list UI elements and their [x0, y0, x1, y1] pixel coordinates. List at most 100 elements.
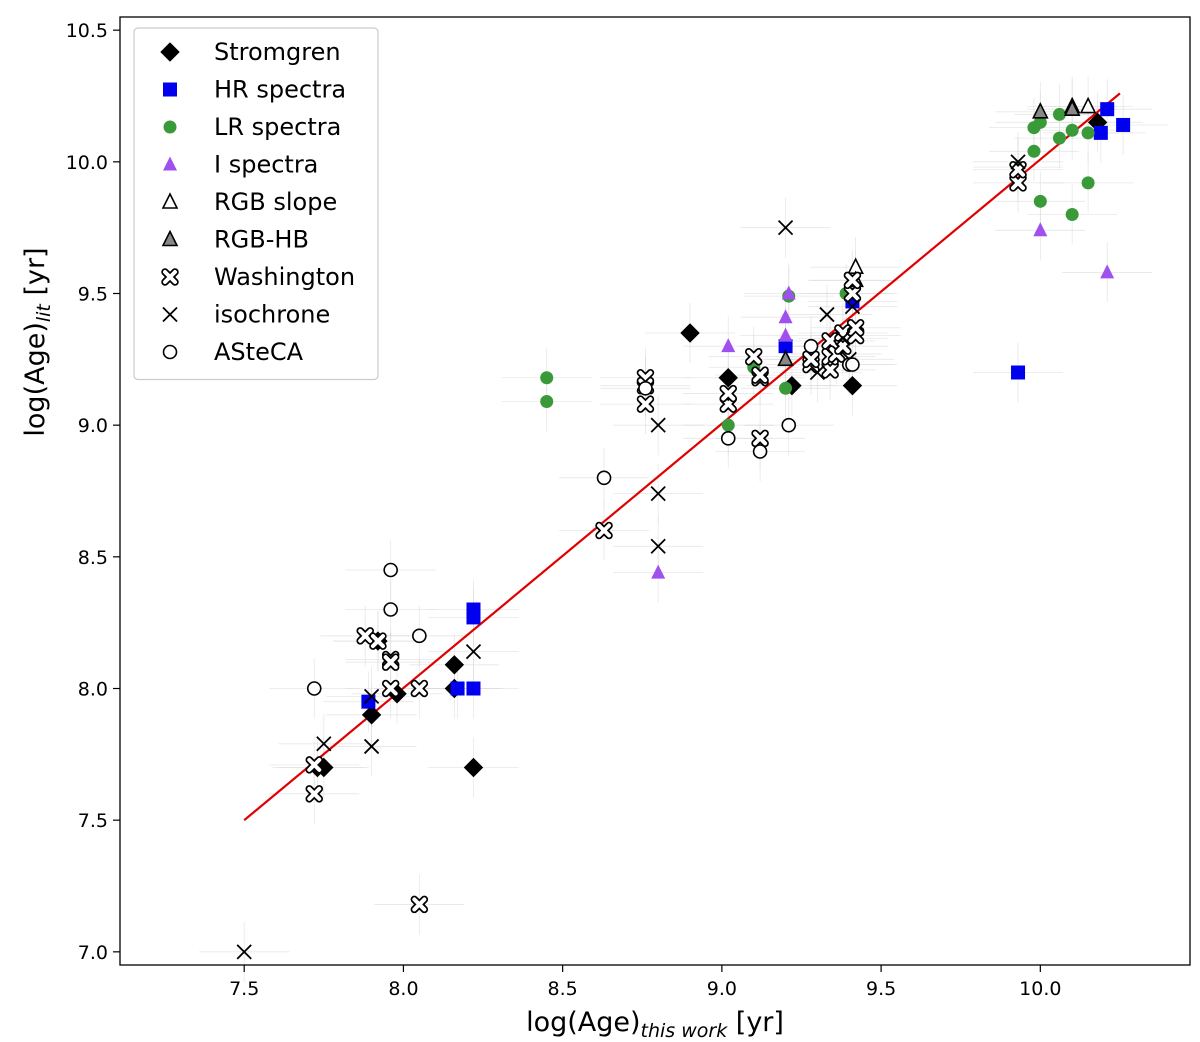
- x-tick-label: 8.5: [548, 978, 578, 1000]
- point-lr-spectra: [540, 394, 554, 408]
- point-lr-spectra: [1065, 123, 1079, 137]
- x-tick-label: 9.0: [707, 978, 737, 1000]
- point-washington: [369, 632, 387, 650]
- point-washington: [410, 679, 429, 698]
- point-asteca: [638, 380, 653, 396]
- point-washington: [834, 324, 852, 342]
- x-tick-label: 7.5: [229, 978, 259, 1000]
- y-axis-label-subscript: lit: [33, 303, 55, 323]
- legend-marker-rgb-slope: [161, 192, 179, 209]
- point-stromgren: [842, 375, 863, 396]
- legend-marker-washington: [161, 268, 179, 286]
- point-hr-spectra: [466, 602, 481, 617]
- point-lr-spectra: [1081, 126, 1095, 140]
- point-washington: [744, 347, 763, 366]
- point-asteca: [412, 628, 427, 644]
- point-washington: [751, 366, 769, 384]
- point-washington: [381, 653, 400, 671]
- legend-marker-lr-spectra: [163, 120, 177, 134]
- x-axis-label-main: log(Age): [526, 1007, 640, 1038]
- point-isochrone: [819, 306, 835, 323]
- point-washington: [1009, 174, 1027, 192]
- point-isochrone: [236, 944, 252, 960]
- axis-ticks: 7.5 8.0 8.5 9.0 9.5 10.0 7.0 7.5 8.0 8.5 9.0 9.5 10.…: [66, 20, 1062, 1000]
- point-hr-spectra: [466, 681, 481, 696]
- point-washington: [410, 895, 429, 914]
- point-stromgren: [361, 705, 382, 725]
- y-tick-label: 8.0: [78, 679, 108, 701]
- point-lr-spectra: [721, 418, 735, 432]
- point-isochrone: [363, 688, 380, 705]
- legend-label-i-spectra: I spectra: [214, 151, 318, 179]
- point-isochrone: [363, 738, 380, 755]
- data-points: [236, 96, 1131, 960]
- point-isochrone: [650, 417, 666, 433]
- point-hr-spectra: [361, 694, 376, 709]
- y-tick-label: 9.0: [78, 415, 108, 437]
- point-washington: [719, 384, 737, 403]
- point-asteca: [845, 357, 860, 372]
- point-lr-spectra: [1065, 208, 1079, 221]
- legend-box: [133, 27, 379, 381]
- point-stromgren: [444, 655, 465, 675]
- point-lr-spectra: [1052, 131, 1066, 145]
- point-washington: [636, 395, 655, 413]
- point-lr-spectra: [1027, 144, 1041, 158]
- point-lr-spectra: [1052, 107, 1066, 121]
- point-stromgren: [718, 368, 738, 388]
- point-washington: [751, 429, 769, 448]
- point-washington: [802, 350, 820, 369]
- legend-label-washington: Washington: [214, 263, 355, 291]
- point-hr-spectra: [1093, 125, 1108, 140]
- point-stromgren: [680, 323, 700, 343]
- point-washington: [821, 332, 839, 350]
- point-rgb-hb: [1032, 102, 1049, 119]
- point-isochrone: [650, 538, 666, 554]
- x-axis-label-subscript: this work: [641, 1020, 729, 1042]
- x-axis-label: log(Age)this work [yr]: [526, 1007, 784, 1042]
- point-asteca: [781, 417, 797, 433]
- point-i-spectra: [1100, 264, 1115, 279]
- point-asteca: [306, 681, 322, 696]
- y-tick-label: 9.5: [78, 284, 108, 306]
- y-tick-label: 7.0: [78, 942, 108, 964]
- point-rgb-slope: [1079, 96, 1097, 114]
- fit-line: [243, 92, 1121, 822]
- point-rgb-hb: [1063, 99, 1081, 116]
- point-i-spectra: [1033, 222, 1048, 237]
- y-tick-label: 10.5: [66, 20, 108, 42]
- point-washington: [821, 361, 839, 379]
- point-washington: [305, 785, 324, 803]
- y-tick-label: 7.5: [78, 810, 108, 832]
- legend-label-hr-spectra: HR spectra: [214, 76, 346, 104]
- point-i-spectra: [778, 327, 793, 342]
- x-tick-label: 8.0: [388, 978, 418, 1000]
- point-i-spectra: [781, 285, 796, 300]
- legend-marker-asteca: [162, 344, 178, 360]
- plot-area-frame: [119, 16, 1191, 966]
- legend-marker-rgb-hb: [161, 229, 179, 247]
- point-asteca: [803, 338, 819, 354]
- fit-line-group: [243, 92, 1121, 822]
- legend-marker-i-spectra: [163, 156, 177, 171]
- point-isochrone: [316, 736, 332, 752]
- x-axis-label-unit: [yr]: [727, 1007, 784, 1038]
- point-stromgren: [463, 757, 484, 778]
- point-asteca: [383, 602, 398, 617]
- legend-marker-hr-spectra: [163, 82, 177, 97]
- point-isochrone: [777, 220, 794, 236]
- point-hr-spectra: [1100, 102, 1115, 117]
- point-asteca: [752, 444, 768, 459]
- x-tick-label: 9.5: [866, 978, 896, 1000]
- point-isochrone: [835, 330, 851, 346]
- y-axis-label-main: log(Age): [20, 322, 51, 436]
- point-asteca: [596, 470, 612, 486]
- y-tick-label: 10.0: [66, 152, 108, 174]
- point-washington: [595, 521, 613, 540]
- point-rgb-hb: [777, 349, 794, 367]
- legend-label-rgb-slope: RGB slope: [214, 188, 337, 216]
- point-asteca: [383, 562, 398, 578]
- point-lr-spectra: [1081, 176, 1095, 190]
- point-isochrone: [465, 643, 482, 660]
- point-washington: [843, 284, 862, 303]
